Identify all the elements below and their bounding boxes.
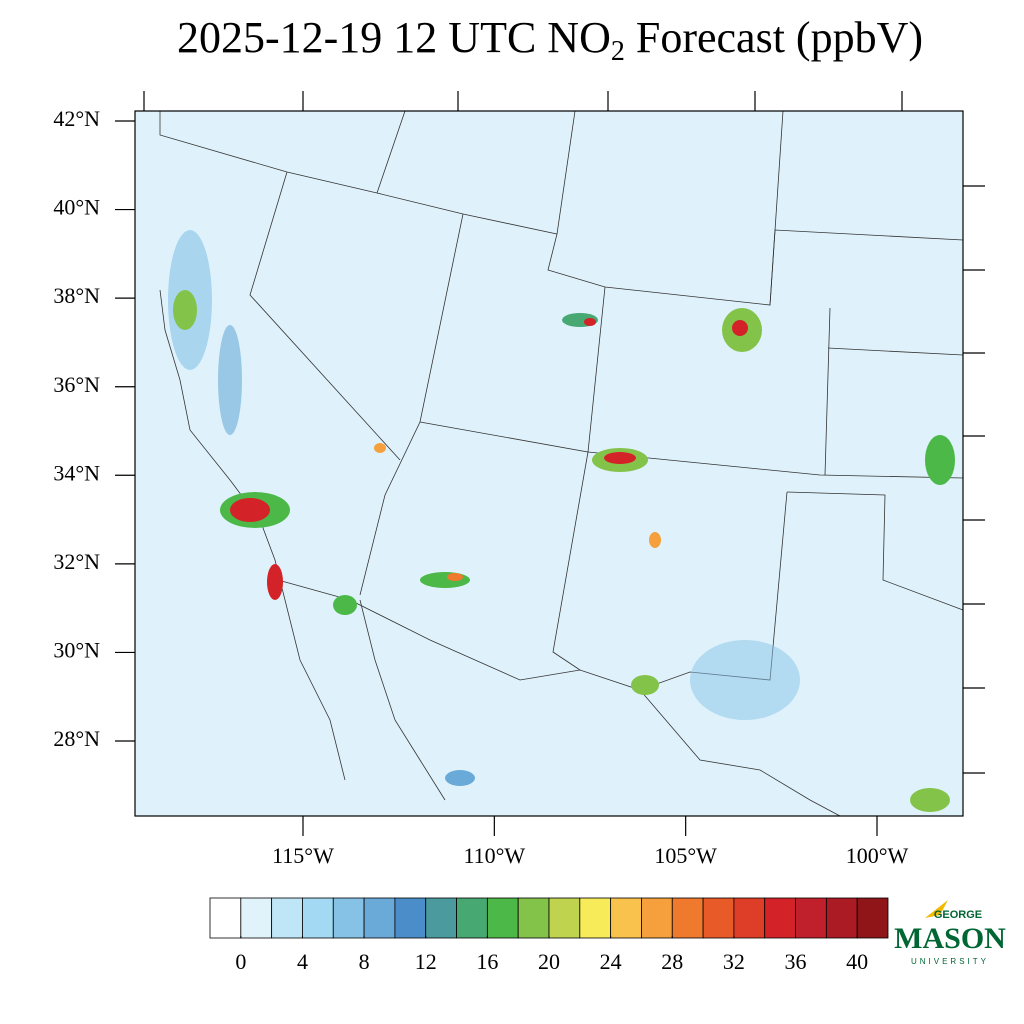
colorbar-box (486, 897, 519, 939)
colorbar-box (302, 897, 334, 939)
hotspot (267, 564, 283, 600)
colorbar-box (795, 897, 827, 939)
y-tick-label: 38°N (53, 283, 100, 308)
logo-flame (925, 900, 948, 918)
x-tick-label: 105°W (654, 843, 717, 868)
colorbar-label: 28 (661, 949, 683, 974)
colorbar-box (856, 897, 889, 939)
y-tick-label: 42°N (53, 106, 100, 131)
plume (925, 435, 955, 485)
logo: GEORGE MASON UNIVERSITY (894, 900, 1006, 966)
colorbar-label: 16 (476, 949, 498, 974)
plume (420, 572, 470, 588)
title-text: 2025-12-19 12 UTC NO (177, 13, 611, 62)
colorbar-box (517, 897, 550, 939)
hotspot (584, 318, 596, 326)
colorbar-box (548, 897, 581, 939)
colorbar-label: 12 (415, 949, 437, 974)
colorbar-box (240, 897, 273, 939)
colorbar-box (332, 897, 365, 939)
colorbar-label: 20 (538, 949, 560, 974)
hotspot (447, 573, 463, 581)
y-tick-label: 30°N (53, 637, 100, 662)
colorbar-box (702, 897, 735, 939)
hotspot (649, 532, 661, 548)
y-tick-label: 40°N (53, 195, 100, 220)
x-tick-label: 110°W (463, 843, 525, 868)
map-frame (134, 110, 964, 817)
title-subscript: 2 (611, 36, 625, 67)
plume (173, 290, 197, 330)
x-tick-label: 100°W (846, 843, 909, 868)
colorbar-box (271, 897, 303, 939)
plume (690, 640, 800, 720)
plume (910, 788, 950, 812)
title-text: Forecast (ppbV) (625, 13, 923, 62)
colorbar-label: 4 (297, 949, 308, 974)
map (134, 91, 985, 817)
hotspot (732, 320, 748, 336)
plume (445, 770, 475, 786)
colorbar-box (733, 897, 766, 939)
plume (631, 675, 659, 695)
hotspot (374, 443, 386, 453)
hotspot (604, 452, 636, 464)
colorbar-box (425, 897, 457, 939)
x-tick-label: 115°W (272, 843, 334, 868)
colorbar-box (825, 897, 858, 939)
y-tick-label: 36°N (53, 372, 100, 397)
colorbar-box (764, 897, 796, 939)
y-tick-label: 28°N (53, 726, 100, 751)
colorbar-box (610, 897, 642, 939)
frame-ticks (143, 91, 985, 774)
colorbar-label: 0 (235, 949, 246, 974)
y-tick-label: 32°N (53, 549, 100, 574)
colorbar-box (456, 897, 488, 939)
colorbar-box (363, 897, 396, 939)
logo-top: GEORGE (934, 909, 982, 921)
hotspot (230, 498, 270, 522)
colorbar-box (579, 897, 612, 939)
colorbar-box (671, 897, 704, 939)
y-tick-label: 34°N (53, 460, 100, 485)
colorbar-box (394, 897, 427, 939)
plume (333, 595, 357, 615)
colorbar-label: 40 (846, 949, 868, 974)
chart-title: 2025-12-19 12 UTC NO2 Forecast (ppbV) (177, 13, 923, 67)
colorbar-box (641, 897, 673, 939)
logo-bottom: UNIVERSITY (911, 957, 989, 966)
colorbar-label: 36 (785, 949, 807, 974)
colorbar-label: 8 (359, 949, 370, 974)
colorbar-box (209, 897, 242, 939)
state-borders (159, 110, 964, 817)
colorbar-label: 24 (600, 949, 622, 974)
plume (218, 325, 242, 435)
concentration-field (168, 230, 955, 812)
logo-main: MASON (894, 922, 1006, 955)
map-background (135, 111, 963, 816)
colorbar-label: 32 (723, 949, 745, 974)
